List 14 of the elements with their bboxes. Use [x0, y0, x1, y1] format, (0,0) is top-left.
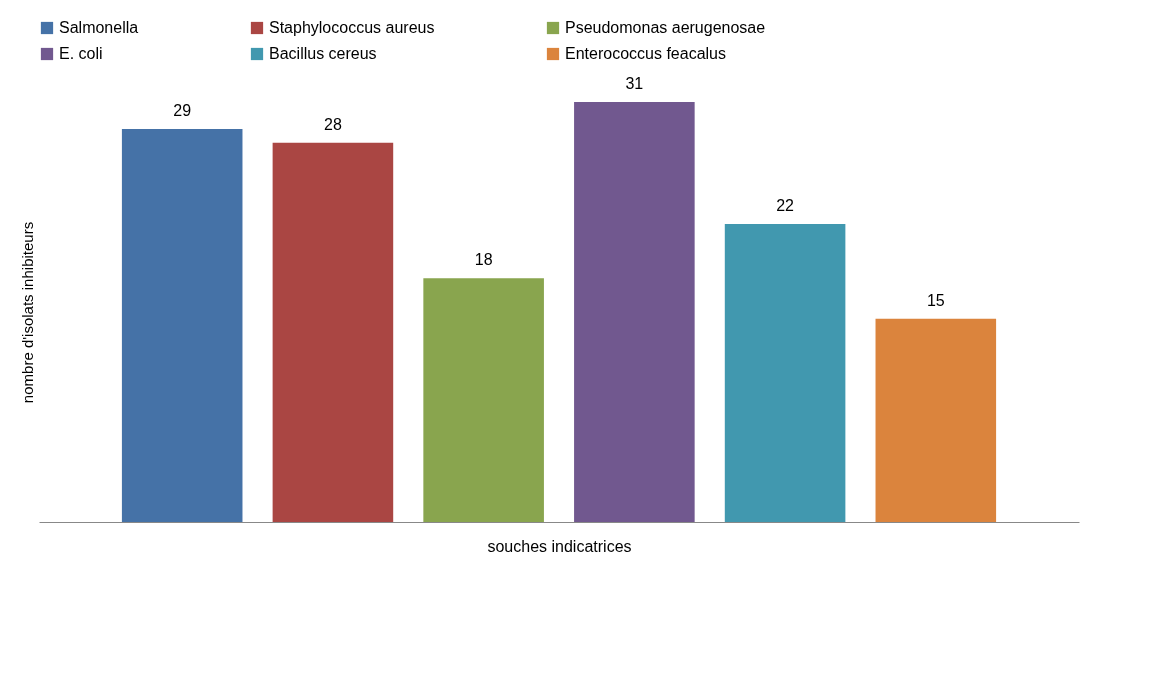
data-label: 18: [474, 251, 493, 269]
data-label: 22: [776, 196, 795, 214]
data-label: 29: [173, 102, 192, 120]
legend-label: Salmonella: [59, 19, 139, 36]
x-axis-title: souches indicatrices: [487, 537, 632, 555]
legend-label: Bacillus cereus: [269, 45, 377, 62]
data-label: 15: [926, 291, 945, 309]
legend-label: Enterococcus feacalus: [565, 45, 726, 62]
data-label: 31: [625, 75, 644, 92]
legend-label: E. coli: [59, 45, 103, 62]
data-label: 28: [324, 115, 342, 133]
legend-label: Staphylococcus aureus: [269, 19, 435, 36]
legend-label: Pseudomonas aerugenosae: [565, 19, 766, 36]
y-axis-title: nombre d'isolats inhibiteurs: [18, 221, 36, 404]
